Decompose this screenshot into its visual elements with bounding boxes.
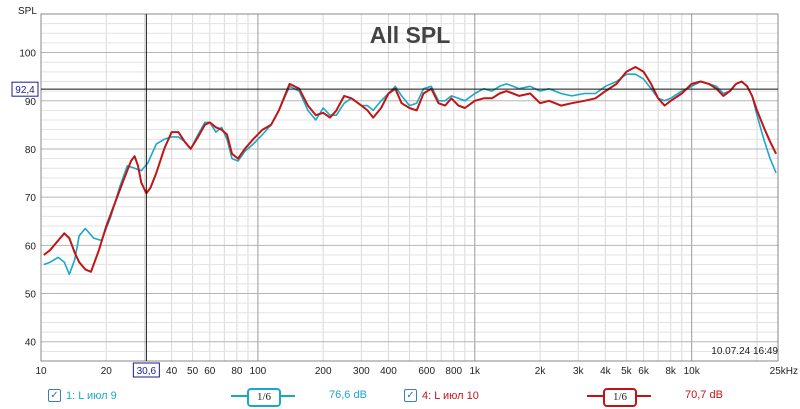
x-tick-label: 60 — [204, 366, 216, 377]
x-tick-label: 10k — [684, 366, 701, 377]
x-tick-label: 100 — [250, 366, 267, 377]
cursor-x-readout-box — [132, 362, 160, 378]
x-tick-label: 8k — [665, 366, 677, 377]
series2-checkbox[interactable]: ✓ — [404, 389, 417, 402]
cursor-y-readout: 92,4 — [15, 85, 35, 96]
y-tick-label: 50 — [25, 290, 37, 301]
x-tick-label: 4k — [600, 366, 612, 377]
x-tick-label: 20 — [101, 366, 113, 377]
cursor-crosshair[interactable]: 92,4 30,6 — [11, 14, 778, 378]
x-tick-label: 200 — [315, 366, 332, 377]
x-tick-label: 1k — [470, 366, 482, 377]
chart-title: All SPL — [370, 22, 451, 48]
y-tick-label: 100 — [19, 49, 36, 60]
series1-label: 1: L июл 9 — [66, 389, 117, 402]
series2-smoothing-value: 1/6 — [603, 388, 637, 407]
x-tick-label: 800 — [445, 366, 462, 377]
x-tick-label: 80 — [231, 366, 243, 377]
y-tick-label: 90 — [25, 97, 37, 108]
x-tick-label: 3k — [573, 366, 585, 377]
y-axis-label: SPL — [18, 6, 37, 17]
frequency-response-chart[interactable]: All SPL SPL 40 50 60 70 80 90 100 10 20 40 50 60 80… — [0, 0, 800, 385]
x-tick-label: 600 — [418, 366, 435, 377]
legend-item-series1[interactable]: ✓ 1: L июл 9 — [48, 389, 117, 402]
x-tick-label: 400 — [380, 366, 397, 377]
series-line — [43, 66, 777, 273]
cursor-y-readout-box — [11, 81, 39, 97]
x-tick-label: 40 — [166, 366, 178, 377]
legend-bar: ✓ 1: L июл 9 1/6 76,6 dB ✓ 4: L июл 10 1… — [0, 385, 800, 409]
cursor-x-readout: 30,6 — [137, 366, 157, 377]
x-tick-label: 300 — [353, 366, 370, 377]
y-tick-label: 70 — [25, 193, 37, 204]
series2-level: 70,7 dB — [685, 389, 723, 401]
y-tick-label: 80 — [25, 145, 37, 156]
series1-smoothing-value: 1/6 — [247, 388, 281, 407]
minor-gridlines — [41, 13, 778, 362]
series2-label: 4: L июл 10 — [422, 389, 479, 402]
x-tick-label: 25kHz — [770, 366, 798, 377]
x-tick-label: 6k — [638, 366, 650, 377]
y-tick-label: 60 — [25, 241, 37, 252]
plot-area[interactable] — [40, 13, 779, 362]
x-tick-label: 10 — [35, 366, 47, 377]
timestamp-label: 10.07.24 16:49 — [711, 346, 778, 357]
legend-item-series2[interactable]: ✓ 4: L июл 10 — [404, 389, 479, 402]
x-tick-label: 5k — [621, 366, 633, 377]
series2-smoothing-control[interactable]: 1/6 — [587, 388, 651, 407]
x-tick-label: 50 — [187, 366, 199, 377]
series1-checkbox[interactable]: ✓ — [48, 389, 61, 402]
series1-level: 76,6 dB — [329, 389, 367, 401]
x-tick-label: 2k — [535, 366, 547, 377]
y-tick-labels: 40 50 60 70 80 90 100 — [19, 49, 36, 349]
series1-smoothing-control[interactable]: 1/6 — [231, 388, 295, 407]
y-tick-label: 40 — [25, 338, 37, 349]
x-tick-labels: 10 20 40 50 60 80 100 200 300 400 600 800 1k 2k 3k 4k 5k… — [35, 366, 798, 377]
series-lines — [43, 66, 777, 276]
